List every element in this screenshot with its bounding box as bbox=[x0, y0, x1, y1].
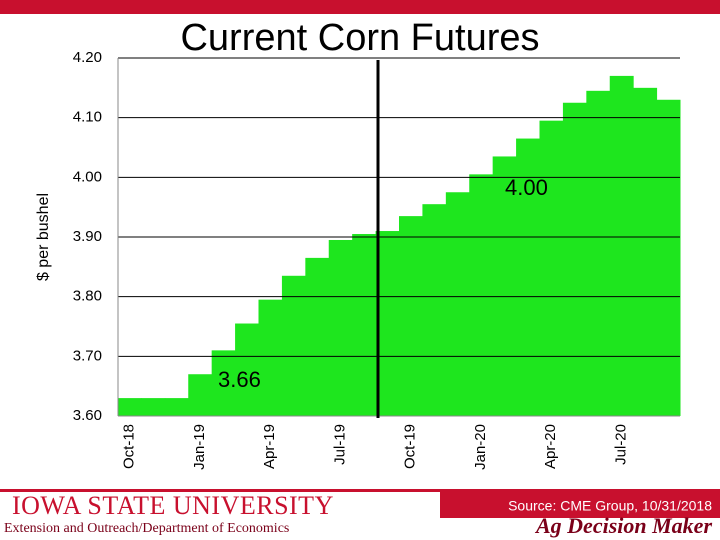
brand: Ag Decision Maker bbox=[534, 513, 712, 538]
plot: Oct-18 Jan-19 Apr-19 Jul-19 Oct-19 Jan-20 Apr-… bbox=[73, 49, 681, 470]
bar bbox=[118, 398, 142, 416]
y-tick-label: 3.60 bbox=[73, 407, 102, 424]
bar bbox=[328, 239, 353, 416]
x-tick-label: Oct-19 bbox=[402, 424, 419, 469]
y-tick-label: 4.00 bbox=[73, 168, 102, 185]
x-tick-label: Jan-20 bbox=[472, 424, 489, 470]
x-tick-label: Jan-19 bbox=[191, 424, 208, 470]
bar bbox=[516, 138, 540, 417]
bar bbox=[422, 204, 447, 416]
university-name: Iowa State University bbox=[12, 491, 334, 520]
bar bbox=[164, 398, 189, 416]
bar bbox=[633, 87, 658, 416]
footer-rule bbox=[0, 489, 720, 492]
annotation: 3.66 bbox=[218, 367, 261, 392]
bar bbox=[258, 299, 283, 416]
bar bbox=[609, 75, 634, 417]
bar bbox=[305, 257, 330, 416]
y-tick-label: 3.90 bbox=[73, 228, 102, 245]
y-axis-label: $ per bushel bbox=[35, 193, 52, 281]
bar bbox=[562, 102, 587, 416]
bar bbox=[539, 120, 564, 417]
bar bbox=[586, 90, 611, 417]
department: Extension and Outreach/Department of Eco… bbox=[4, 521, 289, 536]
chart-title: Current Corn Futures bbox=[180, 17, 539, 59]
x-tick-label: Apr-20 bbox=[542, 424, 559, 469]
bar bbox=[235, 323, 259, 416]
bar bbox=[399, 216, 423, 416]
x-tick-label: Apr-19 bbox=[261, 424, 278, 469]
bar bbox=[492, 156, 517, 416]
bar bbox=[656, 99, 681, 417]
y-tick-label: 3.80 bbox=[73, 288, 102, 305]
bar bbox=[141, 398, 166, 416]
bar bbox=[469, 174, 494, 416]
source-box bbox=[440, 492, 720, 518]
x-tick-label: Jul-19 bbox=[331, 424, 348, 465]
y-tick-label: 4.20 bbox=[73, 49, 102, 66]
bar bbox=[211, 350, 236, 416]
source: Source: CME Group, 10/31/2018 bbox=[508, 498, 712, 514]
bar bbox=[188, 374, 213, 416]
annotation: 4.00 bbox=[505, 175, 548, 200]
top-band bbox=[0, 0, 720, 14]
y-tick-label: 3.70 bbox=[73, 347, 102, 364]
x-tick-label: Oct-18 bbox=[121, 424, 138, 469]
bar bbox=[352, 234, 377, 416]
x-tick-label: Jul-20 bbox=[612, 424, 629, 465]
bar bbox=[375, 231, 400, 416]
bar bbox=[281, 275, 306, 416]
bar bbox=[445, 192, 470, 416]
y-tick-label: 4.10 bbox=[73, 109, 102, 126]
